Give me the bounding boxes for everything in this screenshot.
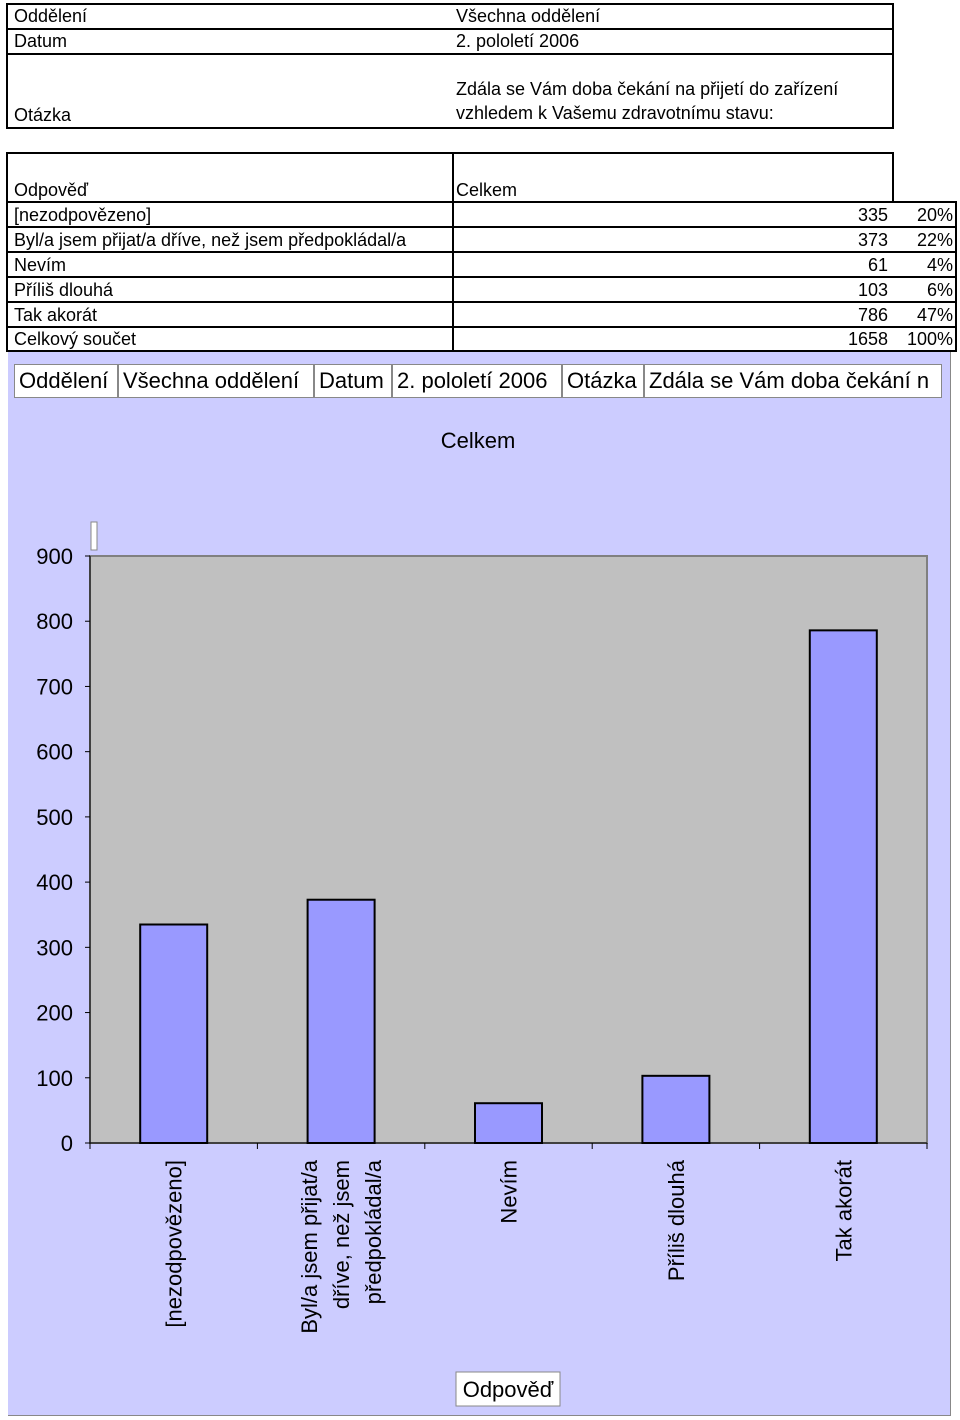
row-label: Nevím xyxy=(14,255,67,275)
row-count: 1658 xyxy=(847,329,888,349)
x-axis-title-box xyxy=(455,1371,561,1407)
bar xyxy=(808,629,878,1144)
y-tick-label: 0 xyxy=(61,1131,73,1156)
y-tick-label: 600 xyxy=(36,740,73,765)
row-percent: 47% xyxy=(916,305,953,325)
chart-title: Celkem xyxy=(441,428,516,453)
plot-area xyxy=(89,555,928,1144)
row-count: 786 xyxy=(857,305,888,325)
y-tick-label: 300 xyxy=(36,935,73,960)
header-value-question-line1: Zdála se Vám doba čekání na přijetí do z… xyxy=(456,79,839,99)
x-tick-label: [nezodpovězeno] xyxy=(162,1160,187,1328)
header-label-date: Datum xyxy=(14,31,68,51)
filter-field-date[interactable]: Datum xyxy=(314,364,392,398)
header-value-department: Všechna oddělení xyxy=(456,6,601,26)
header-value-date: 2. pololetí 2006 xyxy=(456,31,580,51)
x-tick-label: Tak akorát xyxy=(831,1160,856,1262)
filter-value-date[interactable]: 2. pololetí 2006 xyxy=(392,364,562,398)
y-tick-label: 900 xyxy=(36,544,73,569)
bar xyxy=(474,1102,543,1144)
table-header-total: Celkem xyxy=(456,180,518,200)
x-tick-label: Nevím xyxy=(497,1160,522,1224)
y-tick-label: 400 xyxy=(36,870,73,895)
header-label-department: Oddělení xyxy=(14,6,88,26)
bar-chart: Celkem 0 100 200 300 400 500 600 700 800 900 [nezod… xyxy=(36,428,928,1407)
row-percent: 20% xyxy=(916,205,953,225)
row-percent: 100% xyxy=(906,329,953,349)
filter-field-department[interactable]: Oddělení xyxy=(14,364,118,398)
x-tick-label: dříve, než jsem xyxy=(329,1160,354,1309)
chart-area: Celkem 0 100 200 300 400 500 600 700 800 900 [nezod… xyxy=(8,352,951,1416)
y-tick-label: 200 xyxy=(36,1001,73,1026)
header-value-question-line2: vzhledem k Vašemu zdravotnímu stavu: xyxy=(456,103,774,123)
row-label: Tak akorát xyxy=(14,305,98,325)
x-axis-title: Odpověď xyxy=(463,1377,554,1402)
filter-value-question[interactable]: Zdála se Vám doba čekání n xyxy=(644,364,942,398)
row-count: 61 xyxy=(867,255,888,275)
filter-field-question[interactable]: Otázka xyxy=(562,364,644,398)
y-tick-label: 800 xyxy=(36,609,73,634)
row-percent: 6% xyxy=(926,280,953,300)
bar xyxy=(641,1074,711,1144)
x-tick-label: Příliš dlouhá xyxy=(664,1159,689,1281)
y-tick-label: 500 xyxy=(36,805,73,830)
row-percent: 22% xyxy=(916,230,953,250)
row-label: Celkový součet xyxy=(14,329,137,349)
x-tick-label: Byl/a jsem přijat/a xyxy=(297,1159,322,1333)
row-percent: 4% xyxy=(926,255,953,275)
y-tick-label: 100 xyxy=(36,1066,73,1091)
bar xyxy=(306,898,376,1145)
row-label: [nezodpovězeno] xyxy=(14,205,152,225)
row-count: 373 xyxy=(857,230,888,250)
table-header-answer: Odpověď xyxy=(14,180,89,200)
x-tick-label: předpokládal/a xyxy=(361,1159,386,1304)
row-label: Byl/a jsem přijat/a dříve, než jsem před… xyxy=(14,230,407,250)
legend-marker xyxy=(90,521,98,551)
row-label: Příliš dlouhá xyxy=(14,280,114,300)
row-count: 335 xyxy=(857,205,888,225)
y-tick-label: 700 xyxy=(36,674,73,699)
filter-value-department[interactable]: Všechna oddělení xyxy=(118,364,314,398)
row-count: 103 xyxy=(857,280,888,300)
bar xyxy=(139,923,209,1144)
header-label-question: Otázka xyxy=(14,105,72,125)
